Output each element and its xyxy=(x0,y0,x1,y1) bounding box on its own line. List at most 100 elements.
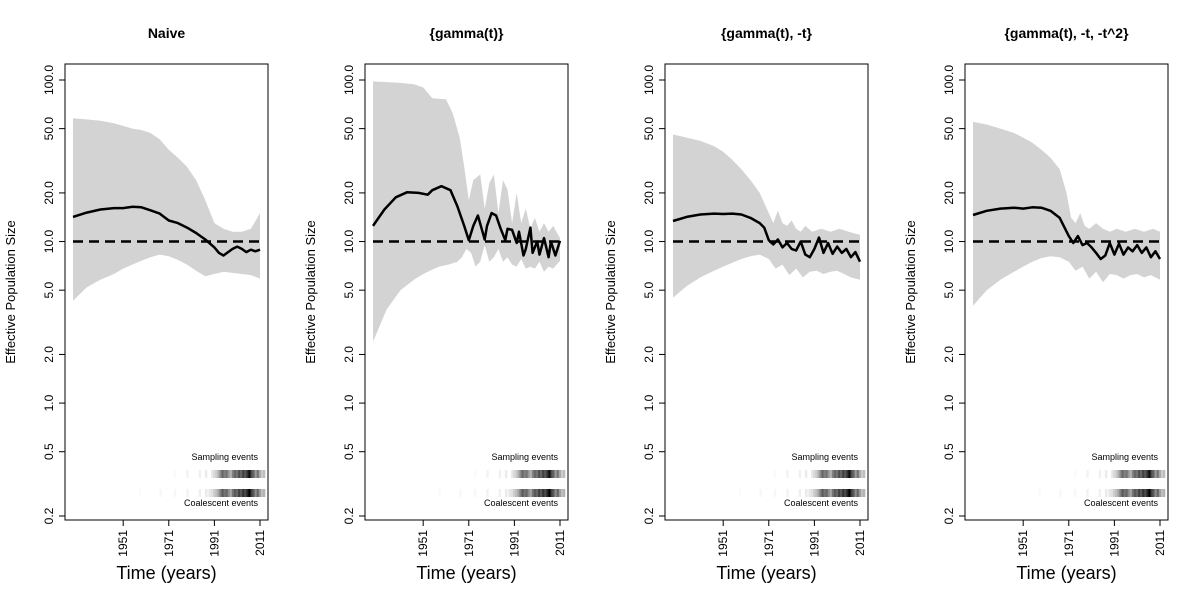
strip-cell xyxy=(1152,470,1155,478)
strip-cell xyxy=(529,470,533,478)
strip-cell xyxy=(219,470,222,478)
strip-cell xyxy=(517,470,520,478)
strip-cell xyxy=(531,470,535,478)
strip-cell xyxy=(1104,470,1108,478)
strip-cell xyxy=(1111,489,1114,497)
strip-cell xyxy=(773,489,777,497)
strip-cell xyxy=(198,489,202,497)
strip-cell xyxy=(1086,489,1089,497)
strip-cell xyxy=(546,470,549,478)
strip-cell xyxy=(513,470,516,478)
y-tick-label: 1.0 xyxy=(642,394,656,411)
strip-cell xyxy=(517,489,520,497)
strip-cell xyxy=(173,489,177,497)
strip-cell xyxy=(238,470,241,478)
strip-cell xyxy=(798,489,802,497)
strip-cell xyxy=(829,489,833,497)
x-tick-label: 1971 xyxy=(1062,530,1076,557)
strip-cell xyxy=(807,489,810,497)
strip-cell xyxy=(527,470,531,478)
x-tick-label: 1951 xyxy=(416,530,430,557)
y-tick-label: 10.0 xyxy=(942,230,956,254)
strip-cell xyxy=(1140,489,1143,497)
strip-cell xyxy=(823,489,826,497)
strip-cell xyxy=(546,489,549,497)
strip-cell xyxy=(1121,489,1124,497)
strip-cell xyxy=(819,489,822,497)
strip-cell xyxy=(1136,489,1139,497)
strip-cell xyxy=(242,470,245,478)
strip-cell xyxy=(1156,470,1160,478)
strip-cell xyxy=(538,489,541,497)
strip-cell xyxy=(1160,489,1164,497)
strip-cell xyxy=(1125,489,1129,497)
strip-cell xyxy=(242,489,245,497)
strip-cell xyxy=(509,489,512,497)
strip-cell xyxy=(846,489,849,497)
strip-cell xyxy=(1109,489,1112,497)
strip-cell xyxy=(554,489,558,497)
strip-cell xyxy=(519,489,522,497)
strip-cell xyxy=(831,470,835,478)
strip-cell xyxy=(486,489,489,497)
strip-cell xyxy=(236,489,239,497)
strip-cell xyxy=(544,489,547,497)
strip-cell xyxy=(1115,489,1118,497)
y-tick-label: 10.0 xyxy=(642,230,656,254)
x-tick-label: 1991 xyxy=(1107,530,1121,557)
strip-cell xyxy=(504,470,508,478)
strip-cell xyxy=(823,470,826,478)
strip-cell xyxy=(138,489,142,497)
strip-cell xyxy=(1073,489,1077,497)
strip-cell xyxy=(1117,489,1120,497)
strip-cell xyxy=(854,470,858,478)
credible-band xyxy=(973,121,1160,306)
strip-cell xyxy=(821,489,824,497)
y-tick-label: 2.0 xyxy=(642,346,656,363)
strip-cell xyxy=(1113,470,1116,478)
strip-cell xyxy=(225,489,229,497)
strip-cell xyxy=(511,489,514,497)
strip-cell xyxy=(511,470,514,478)
strip-cell xyxy=(858,470,862,478)
strip-cell xyxy=(1098,489,1102,497)
sampling-label: Sampling events xyxy=(1091,452,1158,462)
strip-cell xyxy=(811,470,814,478)
x-tick-label: 1951 xyxy=(1016,530,1030,557)
strip-cell xyxy=(786,470,789,478)
strip-cell xyxy=(256,489,260,497)
strip-cell xyxy=(552,470,555,478)
y-tick-label: 0.5 xyxy=(342,443,356,460)
strip-cell xyxy=(846,470,849,478)
strip-cell xyxy=(262,470,266,478)
panel-3: Sampling events Coalescent events 0.2 0.5 1.… xyxy=(603,25,869,583)
strip-cell xyxy=(186,470,189,478)
strip-cell xyxy=(215,470,218,478)
y-tick-label: 10.0 xyxy=(342,230,356,254)
strip-cell xyxy=(1059,489,1062,497)
strip-cell xyxy=(848,489,851,497)
strip-cell xyxy=(852,489,855,497)
strip-cell xyxy=(504,489,508,497)
strip-cell xyxy=(1158,489,1162,497)
strip-cell xyxy=(250,470,253,478)
strip-cell xyxy=(204,470,208,478)
strip-cell xyxy=(842,470,845,478)
strip-cell xyxy=(1119,489,1122,497)
y-tick-label: 0.2 xyxy=(642,507,656,524)
strip-cell xyxy=(225,470,229,478)
strip-cell xyxy=(1148,489,1151,497)
strip-cell xyxy=(827,489,831,497)
strip-cell xyxy=(848,470,851,478)
strip-cell xyxy=(1129,470,1133,478)
strip-cell xyxy=(1038,489,1042,497)
strip-cell xyxy=(521,489,524,497)
strip-cell xyxy=(1121,470,1124,478)
x-tick-label: 2011 xyxy=(853,530,867,556)
x-tick-label: 1951 xyxy=(716,530,730,557)
strip-cell xyxy=(252,489,255,497)
strip-cell xyxy=(862,470,866,478)
strip-cell xyxy=(217,470,220,478)
x-tick-label: 2011 xyxy=(553,530,567,556)
strip-cell xyxy=(1152,489,1155,497)
